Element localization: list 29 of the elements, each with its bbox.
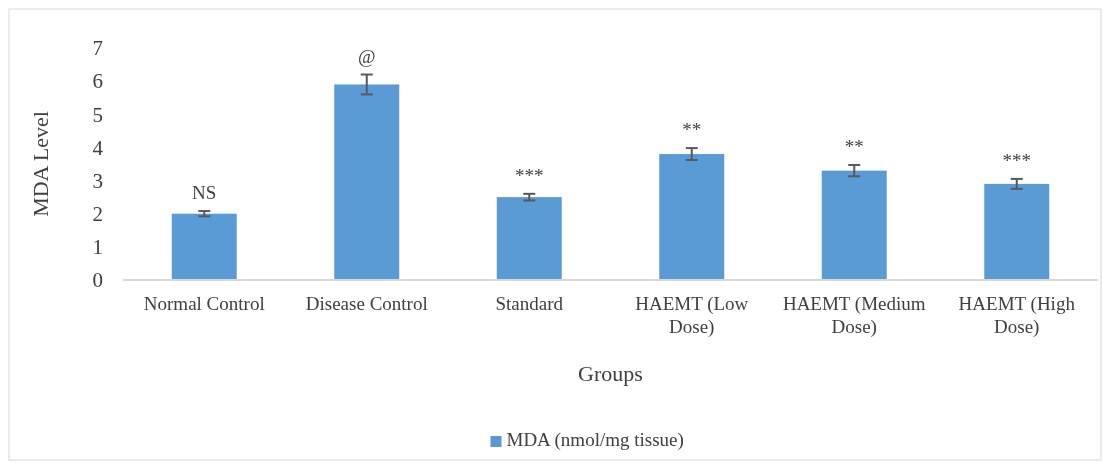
x-tick-label: HAEMT (High Dose): [958, 293, 1076, 338]
x-tick-label: Standard: [495, 293, 564, 314]
bar: [821, 170, 887, 280]
annotation: NS: [192, 182, 217, 204]
annotation: ***: [515, 164, 544, 186]
y-tick-label: 5: [92, 102, 103, 127]
bar: [659, 154, 725, 280]
x-tick-label: Normal Control: [143, 293, 265, 314]
annotation: **: [844, 135, 864, 157]
y-axis-title: MDA Level: [28, 111, 53, 217]
y-tick-label: 1: [92, 235, 103, 260]
y-tick-label: 6: [92, 69, 103, 94]
bar: [496, 197, 562, 280]
x-tick-label: Disease Control: [305, 293, 428, 314]
bar: [171, 213, 237, 280]
annotation: ***: [1002, 149, 1031, 171]
y-tick-label: 7: [92, 36, 103, 61]
y-tick-label: 3: [92, 168, 103, 193]
legend-label: MDA (nmol/mg tissue): [506, 429, 684, 451]
bar: [334, 84, 400, 280]
y-tick-label: 0: [92, 268, 103, 293]
x-tick-label: HAEMT (Low Dose): [635, 293, 749, 338]
annotation: @: [358, 45, 376, 67]
x-axis-title: Groups: [578, 361, 643, 386]
x-tick-label: HAEMT (Medium Dose): [782, 293, 926, 338]
y-tick-label: 2: [92, 202, 103, 227]
annotation: **: [682, 119, 702, 141]
bar: [984, 183, 1050, 280]
y-tick-label: 4: [92, 135, 104, 160]
